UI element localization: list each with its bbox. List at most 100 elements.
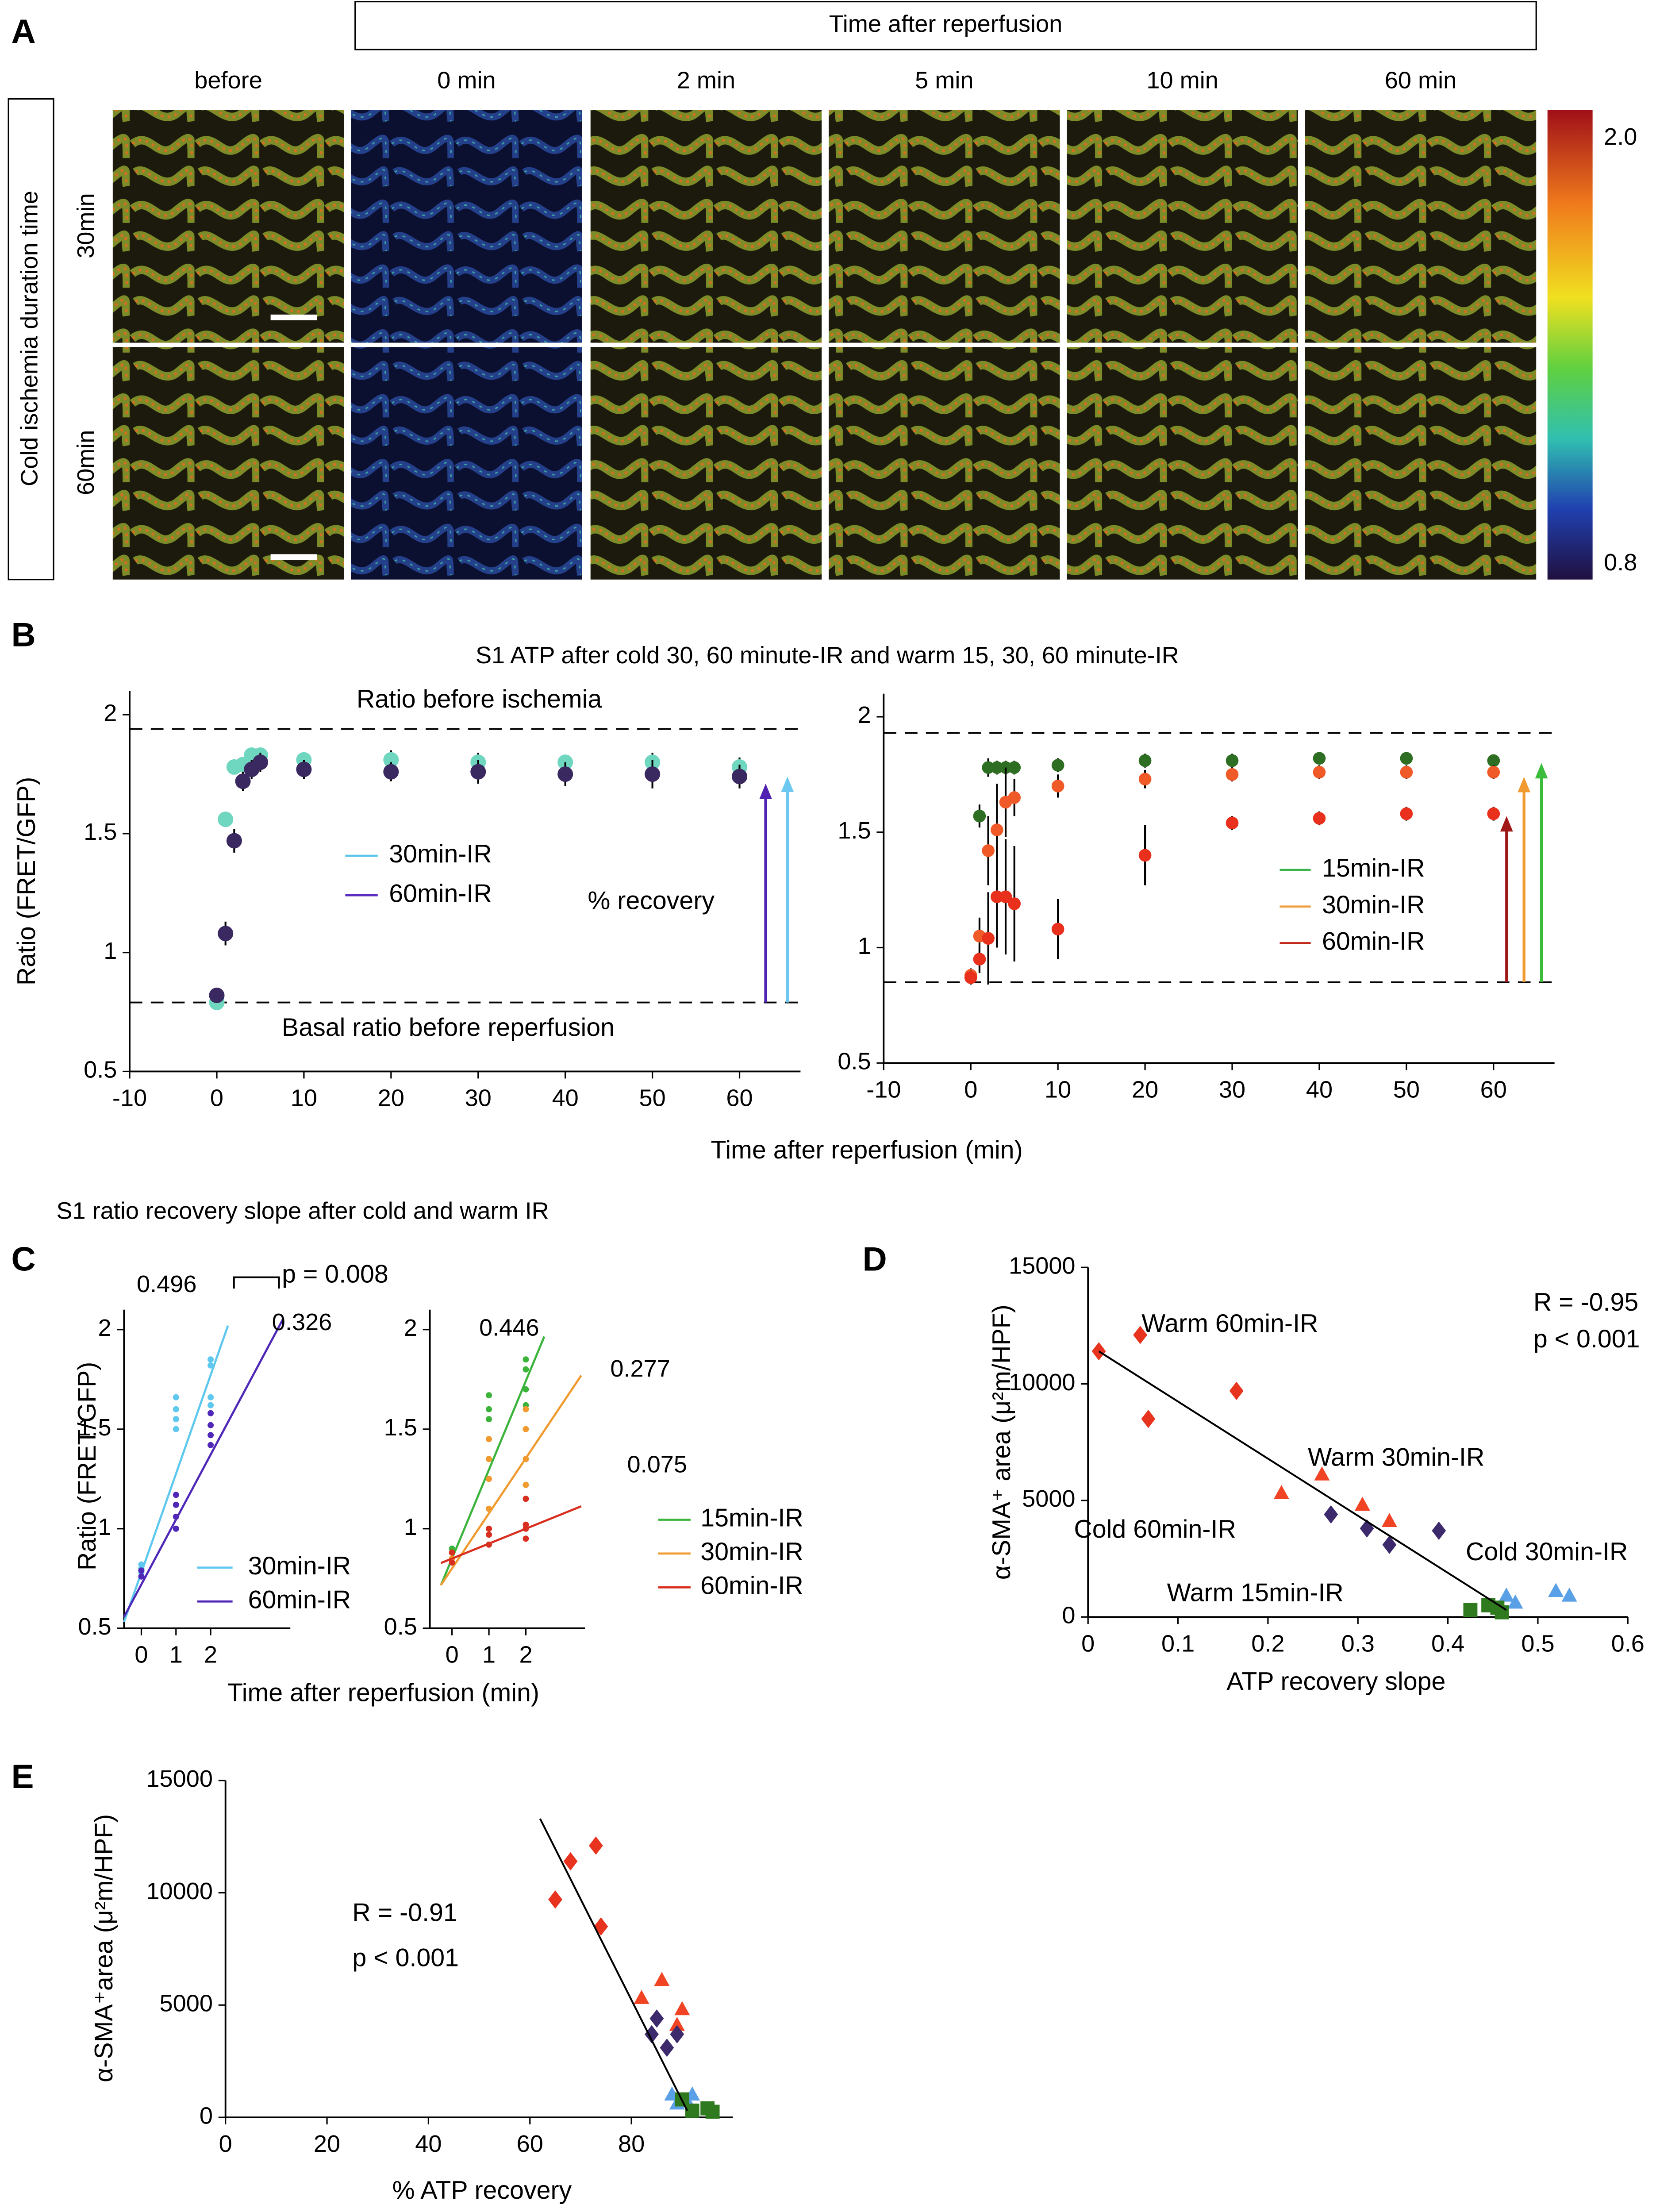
marker (173, 1406, 179, 1412)
micrograph (1305, 110, 1537, 343)
micrograph (590, 347, 822, 580)
micrograph-grid (112, 110, 1537, 580)
marker (523, 1521, 529, 1528)
marker (685, 2103, 699, 2118)
marker (557, 766, 573, 782)
series-label: Cold 30min-IR (1466, 1538, 1628, 1566)
x-tick-label: 1 (169, 1642, 183, 1668)
marker (173, 1525, 179, 1532)
x-tick-label: 0 (210, 1085, 223, 1111)
x-tick-label: -10 (112, 1085, 147, 1111)
marker (523, 1535, 529, 1542)
marker (660, 2039, 674, 2057)
x-tick-label: -10 (866, 1076, 901, 1103)
slope-label: 0.277 (610, 1355, 670, 1382)
marker (1498, 1587, 1514, 1602)
y-tick-label: 5000 (160, 1990, 213, 2017)
y-tick-label: 0.5 (384, 1613, 417, 1640)
x-axis-label: Time after reperfusion (min) (711, 1136, 1023, 1164)
slope-label: 0.326 (272, 1309, 332, 1335)
row-label: 30min (73, 193, 99, 258)
y-tick-label: 1.5 (838, 817, 871, 844)
series-label: Cold 60min-IR (1074, 1515, 1236, 1543)
marker (674, 2001, 690, 2016)
marker (207, 1442, 214, 1448)
marker (594, 1917, 608, 1936)
marker (235, 773, 251, 789)
y-axis-label: Ratio (FRET/GFP) (12, 777, 41, 985)
y-axis-label: α-SMA⁺area (μ²m/HPF) (90, 1814, 118, 2082)
marker (207, 1362, 214, 1369)
x-tick-label: 20 (314, 2131, 340, 2157)
marker (207, 1356, 214, 1363)
marker (1313, 766, 1326, 779)
marker (486, 1541, 492, 1548)
panel-letter: A (11, 13, 35, 50)
annotation: p = 0.008 (282, 1260, 388, 1288)
slope-label: 0.075 (627, 1451, 687, 1478)
micrograph (351, 347, 582, 580)
y-tick-label: 0 (1062, 1602, 1075, 1629)
row-header: Cold ischemia duration time (16, 191, 42, 486)
panel-letter: E (11, 1758, 34, 1796)
x-tick-label: 0 (219, 2131, 232, 2157)
marker (1548, 1583, 1564, 1597)
chart-title: S1 ATP after cold 30, 60 minute-IR and w… (476, 642, 1179, 669)
marker (207, 1402, 214, 1408)
x-tick-label: 2 (204, 1642, 217, 1668)
marker (1051, 780, 1064, 792)
column-label: 10 min (1146, 67, 1218, 94)
marker (982, 932, 995, 945)
x-tick-label: 0 (1081, 1630, 1095, 1657)
marker (1313, 812, 1326, 825)
y-tick-label: 0 (200, 2102, 213, 2129)
panel-letter: C (11, 1241, 35, 1278)
y-tick-label: 10000 (1009, 1369, 1076, 1396)
marker (1138, 754, 1152, 767)
marker (383, 752, 399, 768)
micrograph (351, 110, 582, 343)
marker (1008, 761, 1021, 774)
marker (173, 1492, 179, 1498)
annotation: R = -0.91 (352, 1899, 457, 1927)
marker (990, 761, 1003, 774)
marker (1226, 816, 1239, 830)
annotation: p < 0.001 (352, 1943, 459, 1972)
marker (1400, 766, 1413, 779)
legend-label: 15min-IR (700, 1504, 803, 1532)
y-tick-label: 10000 (146, 1878, 213, 1904)
marker (207, 1410, 214, 1416)
x-tick-label: 0.4 (1431, 1630, 1464, 1657)
legend-label: 60min-IR (248, 1585, 351, 1614)
fit-line (539, 1818, 688, 2111)
marker (138, 1573, 145, 1580)
marker (486, 1406, 492, 1412)
marker (1141, 1409, 1156, 1428)
marker (1487, 754, 1500, 767)
x-axis-label: % ATP recovery (392, 2176, 572, 2204)
y-tick-label: 15000 (1009, 1253, 1076, 1279)
x-tick-label: 80 (618, 2131, 645, 2157)
micrograph (829, 347, 1060, 580)
legend-label: 30min-IR (700, 1538, 803, 1566)
x-tick-label: 20 (378, 1085, 404, 1111)
x-tick-label: 40 (415, 2131, 442, 2157)
marker (470, 764, 486, 780)
fit-line (123, 1318, 284, 1618)
significance-bracket (233, 1276, 280, 1289)
marker (523, 1456, 529, 1462)
legend-label: 30min-IR (248, 1552, 351, 1580)
marker (218, 812, 234, 827)
marker (999, 890, 1012, 904)
header: Time after reperfusion (829, 11, 1063, 37)
marker (1051, 759, 1064, 772)
marker (486, 1476, 492, 1482)
fit-line (440, 1505, 582, 1564)
legend-label: 60min-IR (389, 879, 492, 908)
marker (669, 2016, 685, 2031)
fit-line (440, 1336, 546, 1586)
marker (173, 1501, 179, 1508)
y-tick-label: 1 (104, 938, 117, 964)
y-tick-label: 2 (98, 1315, 111, 1341)
marker (1313, 752, 1326, 765)
